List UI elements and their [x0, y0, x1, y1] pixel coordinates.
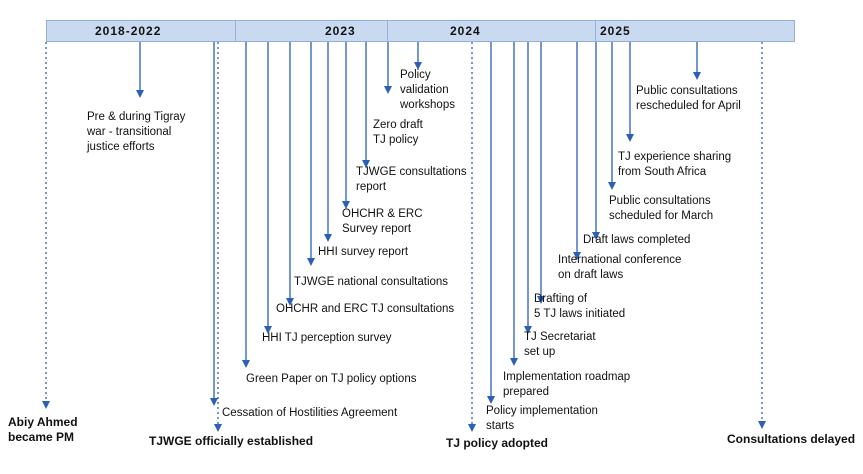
- event-roadmap: Implementation roadmap prepared: [503, 371, 631, 398]
- event-hhi-survey: HHI survey report: [318, 246, 409, 258]
- event-green-paper: Green Paper on TJ policy options: [246, 373, 417, 385]
- event-draft-laws: Draft laws completed: [583, 234, 691, 246]
- period-label-2023: 2023: [325, 24, 356, 38]
- event-zero-draft: Zero draft TJ policy: [373, 119, 423, 146]
- event-abiy: Abiy Ahmed became PM: [8, 415, 78, 444]
- period-label-2024: 2024: [450, 24, 481, 38]
- event-pre-war: Pre & during Tigray war - transitional j…: [87, 111, 186, 153]
- event-public-march: Public consultations scheduled for March: [609, 195, 714, 222]
- event-policy-adopted: TJ policy adopted: [446, 436, 549, 450]
- event-validation: Policy validation workshops: [400, 69, 455, 111]
- event-secretariat: TJ Secretariat set up: [524, 331, 596, 358]
- period-label-2025: 2025: [600, 24, 631, 38]
- event-implementation-starts: Policy implementation starts: [486, 405, 598, 432]
- event-cessation: Cessation of Hostilities Agreement: [222, 407, 398, 419]
- event-rescheduled: Public consultations rescheduled for Apr…: [636, 85, 741, 112]
- event-ohchr-erc-survey: OHCHR & ERC Survey report: [342, 208, 423, 235]
- timeline-bar-2025: [595, 20, 795, 42]
- period-label-2018-2022: 2018-2022: [95, 24, 162, 38]
- event-drafting: Drafting of 5 TJ laws initiated: [534, 293, 626, 320]
- event-tjwge-established: TJWGE officially established: [149, 434, 314, 448]
- event-delayed: Consultations delayed: [727, 432, 856, 446]
- event-hhi-perception: HHI TJ perception survey: [262, 332, 392, 344]
- event-ohchr-erc-consult: OHCHR and ERC TJ consultations: [276, 303, 455, 315]
- event-sa-sharing: TJ experience sharing from South Africa: [618, 151, 732, 178]
- event-tjwge-consult-report: TJWGE consultations report: [356, 166, 467, 193]
- event-tjwge-national: TJWGE national consultations: [294, 276, 449, 288]
- event-intl-conf: International conference on draft laws: [558, 254, 682, 281]
